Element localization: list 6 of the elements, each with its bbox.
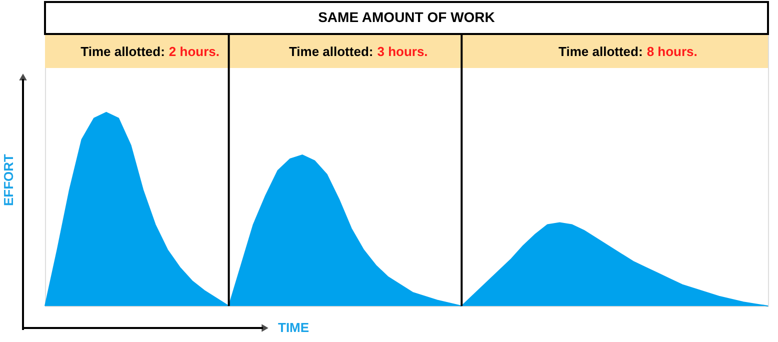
y-axis-title: EFFORT — [1, 154, 16, 206]
text: Time allotted: 3 hours. — [288, 44, 428, 59]
text: Time allotted: 8 hours. — [558, 44, 698, 59]
chart-title: SAME AMOUNT OF WORK — [318, 9, 495, 25]
x-axis-title: TIME — [278, 320, 310, 335]
text: Time allotted: 2 hours. — [80, 44, 220, 59]
